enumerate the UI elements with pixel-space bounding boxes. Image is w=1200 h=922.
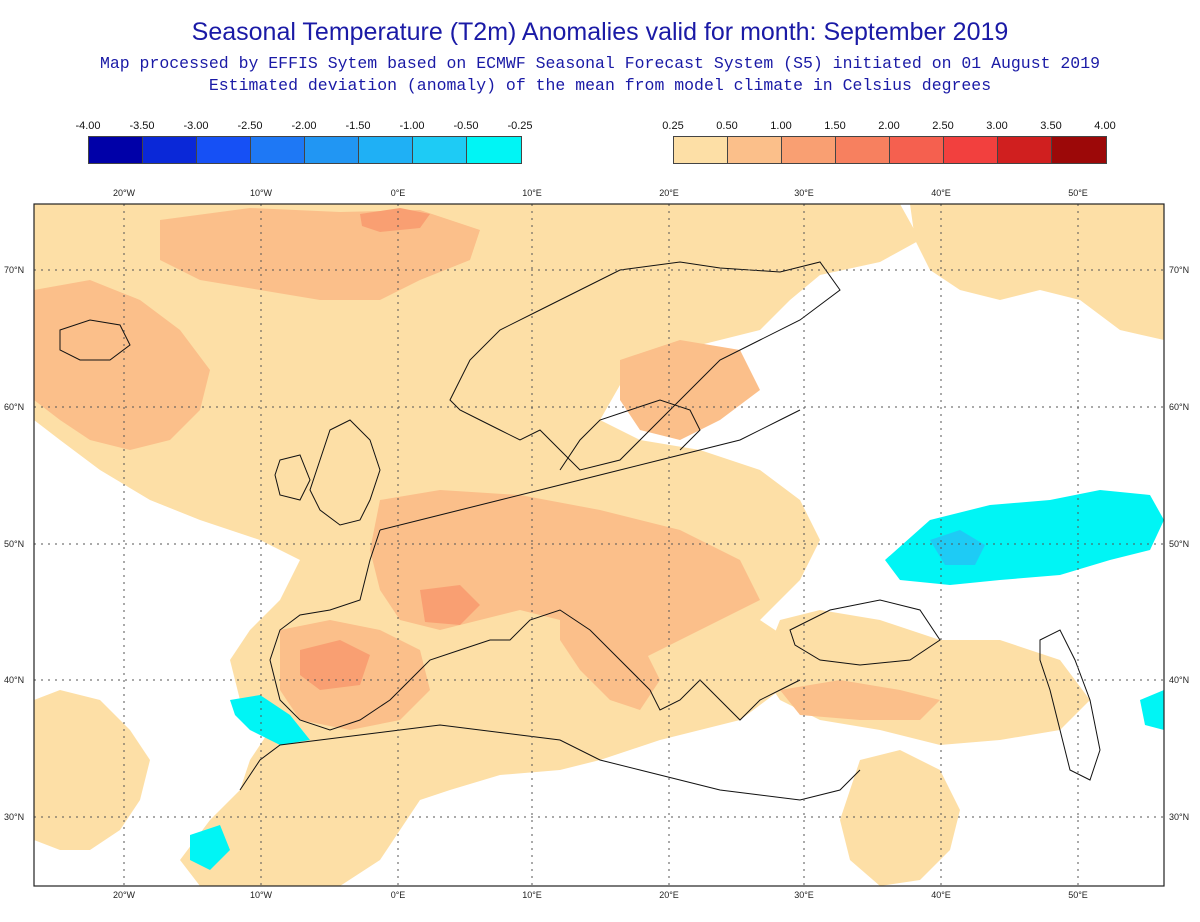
lon-label: 40°E — [931, 890, 951, 900]
legend-value-label: -4.00 — [75, 120, 101, 132]
anomaly-region-turkey — [780, 680, 940, 720]
coastline-north-africa — [239, 724, 861, 801]
legend-value-label: -3.50 — [129, 120, 155, 132]
map-subtitle-description: Estimated deviation (anomaly) of the mea… — [208, 76, 992, 95]
lon-label: 20°E — [659, 188, 679, 198]
legend-value-label: -1.50 — [345, 120, 371, 132]
legend-warm: 0.25 0.50 1.00 1.50 2.00 2.50 3.00 3.50 4.00 — [662, 120, 1116, 164]
lat-label: 60°N — [1169, 402, 1189, 412]
legend-value-label: 1.50 — [824, 120, 846, 132]
map-title: Seasonal Temperature (T2m) Anomalies val… — [191, 18, 1009, 46]
legend-value-label: -1.00 — [399, 120, 425, 132]
anomaly-region-italy — [560, 610, 660, 710]
lon-label: 30°E — [794, 890, 814, 900]
legend-value-label: -2.00 — [291, 120, 317, 132]
anomaly-region-atlantic-southwest — [34, 690, 150, 850]
anomaly-region-gibraltar-cold — [230, 695, 310, 745]
anomaly-region-northeast — [910, 204, 1164, 340]
lon-label: 10°E — [522, 890, 542, 900]
lon-label: 10°W — [250, 890, 273, 900]
lat-label: 50°N — [4, 539, 24, 549]
lat-labels-left: 70°N 60°N 50°N 40°N 30°N — [4, 265, 24, 822]
anomaly-fields — [34, 204, 1164, 886]
legend-swatch — [467, 137, 521, 163]
coastline-scandinavia — [449, 261, 841, 471]
lon-label: 0°E — [391, 188, 406, 198]
anomaly-region-north-sea-hotspot — [360, 208, 430, 232]
anomaly-region-middle-east — [840, 750, 960, 886]
coastline-iceland — [59, 319, 131, 361]
anomaly-region-spain-hotspot — [300, 640, 370, 690]
legend-value-label: 1.00 — [770, 120, 792, 132]
lon-label: 20°W — [113, 188, 136, 198]
legend-swatch — [944, 137, 998, 163]
legend-cold: -4.00 -3.50 -3.00 -2.50 -2.00 -1.50 -1.00 -0.50… — [75, 120, 533, 164]
lon-label: 40°E — [931, 188, 951, 198]
legend-value-label: 0.25 — [662, 120, 684, 132]
legend-warm-labels: 0.25 0.50 1.00 1.50 2.00 2.50 3.00 3.50 4.00 — [662, 120, 1115, 136]
lon-label: 20°E — [659, 890, 679, 900]
legend-swatch — [413, 137, 467, 163]
legend-value-label: 3.00 — [986, 120, 1008, 132]
graticule — [34, 204, 1164, 886]
legend-swatch — [782, 137, 836, 163]
coastline-british-isles — [274, 419, 381, 526]
lon-label: 30°E — [794, 188, 814, 198]
lon-label: 0°E — [391, 890, 406, 900]
anomaly-region-canaries-cold — [190, 825, 230, 870]
coastline-caspian-sea — [1039, 629, 1101, 781]
lon-label: 20°W — [113, 890, 136, 900]
coastline-europe-mainland — [269, 409, 801, 731]
lat-label: 70°N — [1169, 265, 1189, 275]
coastline-black-sea — [789, 599, 941, 666]
map-frame — [33, 203, 1165, 887]
legend-swatch — [197, 137, 251, 163]
lon-labels-bottom: 20°W 10°W 0°E 10°E 20°E 30°E 40°E 50°E — [113, 890, 1088, 900]
legend-value-label: 2.00 — [878, 120, 900, 132]
lat-label: 40°N — [1169, 675, 1189, 685]
map-subtitle-source: Map processed by EFFIS Sytem based on EC… — [99, 54, 1101, 73]
legend-swatch — [998, 137, 1052, 163]
lon-label: 50°E — [1068, 890, 1088, 900]
legend-swatch — [305, 137, 359, 163]
lat-label: 40°N — [4, 675, 24, 685]
legend-value-label: 0.50 — [716, 120, 738, 132]
lat-label: 30°N — [1169, 812, 1189, 822]
legend-value-label: -0.50 — [453, 120, 479, 132]
lat-label: 50°N — [1169, 539, 1189, 549]
anomaly-region-caspian-cold — [1140, 690, 1164, 730]
lat-label: 30°N — [4, 812, 24, 822]
legend-swatch — [728, 137, 782, 163]
legend-swatch — [89, 137, 143, 163]
lat-label: 70°N — [4, 265, 24, 275]
legend-swatch — [674, 137, 728, 163]
lon-label: 50°E — [1068, 188, 1088, 198]
anomaly-region-russia-cold-core — [930, 530, 985, 565]
legend-value-label: -3.00 — [183, 120, 209, 132]
lat-labels-right: 70°N 60°N 50°N 40°N 30°N — [1169, 265, 1189, 822]
legend-value-label: 3.50 — [1040, 120, 1062, 132]
legend-swatch — [143, 137, 197, 163]
legend-swatch — [1052, 137, 1106, 163]
legend-swatch — [890, 137, 944, 163]
lat-label: 60°N — [4, 402, 24, 412]
legend-swatch — [836, 137, 890, 163]
legend-value-label: 2.50 — [932, 120, 954, 132]
coastline-baltic — [559, 399, 701, 471]
coastlines — [59, 261, 1101, 801]
legend-warm-swatches — [673, 136, 1107, 164]
anomaly-region-norwegian-sea — [160, 208, 480, 300]
legend-cold-swatches — [88, 136, 522, 164]
legend-value-label: 4.00 — [1094, 120, 1116, 132]
lon-label: 10°W — [250, 188, 273, 198]
legend-value-label: -2.50 — [237, 120, 263, 132]
legend-swatch — [359, 137, 413, 163]
legend-swatch — [251, 137, 305, 163]
anomaly-region-france-hotspot — [420, 585, 480, 625]
lon-labels-top: 20°W 10°W 0°E 10°E 20°E 30°E 40°E 50°E — [113, 188, 1088, 198]
lon-label: 10°E — [522, 188, 542, 198]
legend-value-label: -0.25 — [507, 120, 533, 132]
legend-cold-labels: -4.00 -3.50 -3.00 -2.50 -2.00 -1.50 -1.00 -0.50… — [75, 120, 532, 136]
